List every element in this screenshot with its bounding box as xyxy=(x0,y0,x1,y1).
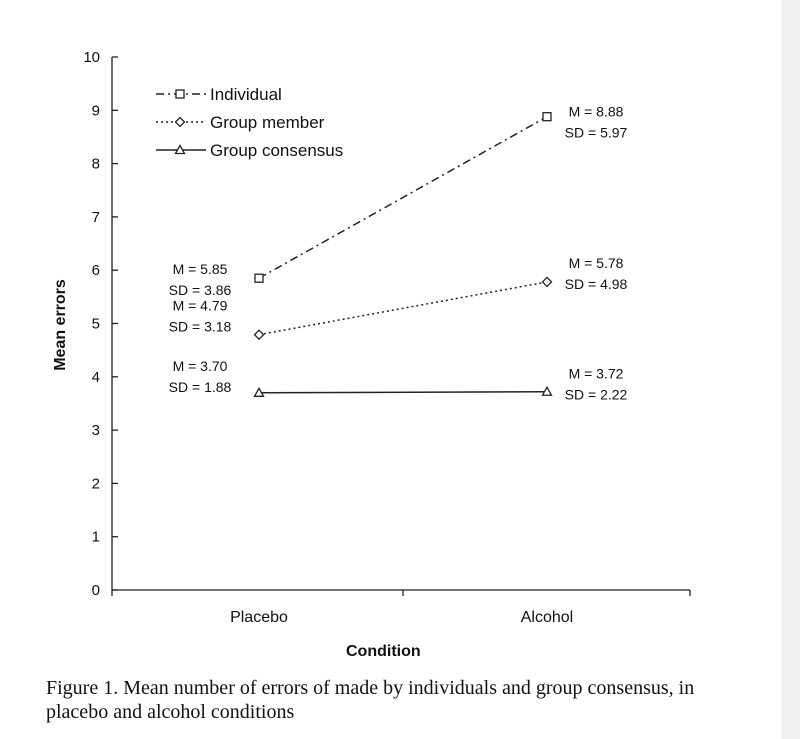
annotation-sd: SD = 5.97 xyxy=(565,125,628,141)
marker-diamond xyxy=(253,329,265,341)
legend-label: Group member xyxy=(210,113,325,132)
y-tick-label: 7 xyxy=(92,209,100,226)
side-strip xyxy=(781,0,800,739)
x-axis: Placebo Alcohol xyxy=(111,589,691,626)
annotation-mean: M = 8.88 xyxy=(569,104,624,120)
y-tick-label: 2 xyxy=(92,475,100,492)
legend-label: Group consensus xyxy=(210,141,343,160)
y-tick-label: 0 xyxy=(92,582,100,599)
y-tick-label: 6 xyxy=(92,262,100,279)
marker-triangle xyxy=(174,144,186,155)
y-tick-label: 3 xyxy=(92,422,100,439)
y-tick-label: 9 xyxy=(92,102,100,119)
annotation-mean: M = 4.79 xyxy=(173,298,228,314)
marker-diamond xyxy=(541,276,553,288)
marker-square xyxy=(254,273,264,283)
marker-square xyxy=(542,112,552,122)
annotation-sd: SD = 1.88 xyxy=(169,379,232,395)
marker-diamond xyxy=(174,116,186,128)
annotation-mean: M = 3.72 xyxy=(569,366,624,382)
annotation-sd: SD = 2.22 xyxy=(565,387,628,403)
legend-label: Individual xyxy=(210,85,282,104)
figure-caption: Figure 1. Mean number of errors of made … xyxy=(46,677,695,723)
x-axis-label: Condition xyxy=(346,643,421,660)
marker-triangle xyxy=(253,386,265,397)
y-tick-label: 1 xyxy=(92,529,100,546)
y-tick-label: 5 xyxy=(92,316,100,333)
x-tick-label: Placebo xyxy=(230,609,288,626)
legend: Individual Group member Group consensus xyxy=(156,85,343,160)
x-tick-label: Alcohol xyxy=(521,609,573,626)
marker-triangle xyxy=(541,385,553,396)
series-layer xyxy=(253,112,553,397)
series-line xyxy=(258,390,548,394)
y-tick-label: 8 xyxy=(92,156,100,173)
annotation-mean: M = 5.78 xyxy=(569,255,624,271)
y-tick-label: 10 xyxy=(83,49,100,66)
annotation-sd: SD = 3.18 xyxy=(169,319,232,335)
y-tick-label: 4 xyxy=(92,369,100,386)
y-axis: 0 1 2 3 4 5 6 7 8 9 10 xyxy=(83,49,118,599)
annotation-sd: SD = 4.98 xyxy=(565,276,628,292)
y-axis-label: Mean errors xyxy=(52,279,69,371)
annotation-mean: M = 5.85 xyxy=(173,261,228,277)
marker-square xyxy=(175,89,185,99)
annotation-mean: M = 3.70 xyxy=(173,358,228,374)
series-line xyxy=(258,281,548,336)
annotations: M = 5.85 SD = 3.86 M = 8.88 SD = 5.97 M = 4.… xyxy=(169,104,628,403)
series-line xyxy=(258,116,548,279)
annotation-sd: SD = 3.86 xyxy=(169,282,232,298)
